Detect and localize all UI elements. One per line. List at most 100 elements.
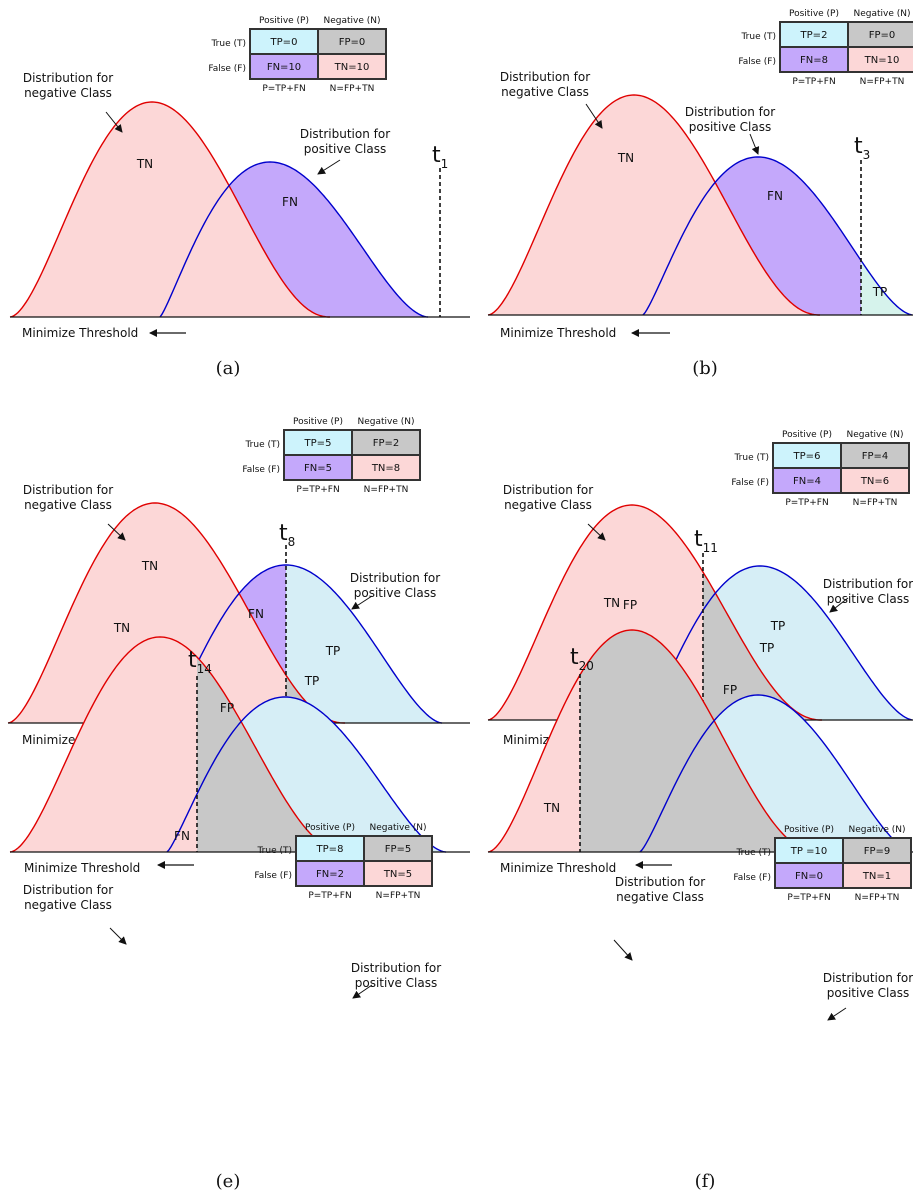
sum-positive: P=TP+FN bbox=[262, 84, 305, 94]
positive-distribution-label: Distribution for bbox=[823, 971, 913, 985]
row-header-true: True (T) bbox=[734, 453, 770, 463]
threshold-label: t14 bbox=[188, 648, 212, 676]
threshold-label: t11 bbox=[694, 527, 718, 555]
sum-positive: P=TP+FN bbox=[308, 891, 351, 901]
negative-distribution-arrow bbox=[107, 523, 126, 541]
positive-distribution-arrow bbox=[829, 597, 849, 613]
threshold-label: t3 bbox=[854, 134, 870, 162]
confusion-table: Positive (P) Negative (N) True (T) False (F… bbox=[254, 823, 433, 901]
fn-region bbox=[160, 162, 428, 317]
panel-caption: (f) bbox=[695, 1171, 716, 1192]
row-header-false: False (F) bbox=[731, 478, 769, 488]
column-header-negative: Negative (N) bbox=[853, 9, 910, 19]
column-header-negative: Negative (N) bbox=[357, 417, 414, 427]
tp-cell-value: TP =10 bbox=[790, 846, 827, 857]
negative-distribution-label-line2: negative Class bbox=[24, 86, 112, 100]
positive-distribution-label: Distribution for bbox=[350, 571, 440, 585]
tp-cell-value: TP=0 bbox=[270, 37, 298, 48]
positive-distribution-label-line2: positive Class bbox=[827, 986, 909, 1000]
positive-distribution-label-line2: positive Class bbox=[354, 586, 436, 600]
fp-cell-value: FP=0 bbox=[339, 37, 366, 48]
fn-cell-value: FN=8 bbox=[800, 55, 828, 66]
fp-cell-value: FP=5 bbox=[385, 844, 412, 855]
fn-cell-value: FN=5 bbox=[304, 463, 332, 474]
tn-label: TN bbox=[617, 151, 634, 165]
column-header-positive: Positive (P) bbox=[782, 430, 832, 440]
positive-distribution-arrow bbox=[351, 595, 373, 610]
negative-distribution-label-line2: negative Class bbox=[501, 85, 589, 99]
row-header-true: True (T) bbox=[736, 848, 772, 858]
column-header-negative: Negative (N) bbox=[323, 16, 380, 26]
fn-cell bbox=[295, 860, 365, 887]
positive-distribution-label: Distribution for bbox=[351, 961, 441, 975]
fn-region bbox=[165, 565, 286, 723]
negative-class-curve bbox=[487, 94, 820, 316]
fn-label: FN bbox=[767, 189, 783, 203]
sum-positive: P=TP+FN bbox=[296, 485, 339, 495]
fp-cell-value: FP=9 bbox=[864, 846, 891, 857]
tp-label: TP bbox=[304, 674, 320, 688]
minimize-threshold-label: Minimize Threshold bbox=[24, 861, 140, 875]
tn-region bbox=[8, 503, 286, 723]
fn-cell bbox=[283, 454, 353, 481]
fp-region bbox=[703, 572, 822, 720]
tp-cell-value: TP=2 bbox=[800, 30, 828, 41]
tn-cell bbox=[317, 53, 387, 80]
negative-class-curve bbox=[9, 636, 345, 853]
minimize-threshold-label: Minimize Threshold bbox=[500, 861, 616, 875]
tn-cell bbox=[351, 454, 421, 481]
positive-distribution-arrow bbox=[827, 1007, 847, 1021]
positive-distribution-arrow bbox=[749, 133, 760, 155]
fn-region bbox=[643, 157, 861, 315]
fn-cell-value: FN=10 bbox=[267, 62, 301, 73]
column-header-positive: Positive (P) bbox=[784, 825, 834, 835]
negative-distribution-label: Distribution for bbox=[500, 70, 590, 84]
negative-distribution-label-line2: negative Class bbox=[24, 898, 112, 912]
negative-distribution-label-line2: negative Class bbox=[504, 498, 592, 512]
minimize-threshold-label: Minimize Threshold bbox=[22, 326, 138, 340]
row-header-true: True (T) bbox=[257, 846, 293, 856]
tn-cell-value: TN=8 bbox=[371, 463, 400, 474]
negative-class-curve bbox=[487, 504, 822, 721]
column-header-positive: Positive (P) bbox=[789, 9, 839, 19]
tp-label: TP bbox=[325, 644, 341, 658]
negative-distribution-label: Distribution for bbox=[23, 883, 113, 897]
threshold-label: t8 bbox=[279, 521, 295, 549]
tn-cell-value: TN=6 bbox=[860, 476, 889, 487]
negative-distribution-arrow bbox=[105, 111, 123, 133]
column-header-negative: Negative (N) bbox=[369, 823, 426, 833]
tn-label: TN bbox=[603, 596, 620, 610]
row-header-false: False (F) bbox=[733, 873, 771, 883]
tn-cell-value: TN=1 bbox=[862, 871, 891, 882]
positive-class-curve bbox=[166, 696, 447, 853]
positive-class-curve bbox=[644, 565, 913, 721]
fp-label: FP bbox=[723, 683, 737, 697]
confusion-table: Positive (P) Negative (N) True (T) False (F… bbox=[242, 417, 421, 495]
negative-distribution-label: Distribution for bbox=[23, 483, 113, 497]
negative-class-curve bbox=[487, 629, 818, 853]
fp-cell bbox=[842, 837, 912, 864]
tn-label: TN bbox=[113, 621, 130, 635]
tn-cell bbox=[842, 862, 912, 889]
fp-cell-value: FP=4 bbox=[862, 451, 889, 462]
row-header-false: False (F) bbox=[208, 64, 246, 74]
tn-region bbox=[488, 674, 580, 852]
negative-class-curve bbox=[7, 502, 345, 724]
positive-distribution-label-line2: positive Class bbox=[827, 592, 909, 606]
negative-distribution-arrow bbox=[587, 523, 606, 541]
fn-cell-value: FN=4 bbox=[793, 476, 821, 487]
negative-distribution-label-line2: negative Class bbox=[24, 498, 112, 512]
fp-cell bbox=[840, 442, 910, 469]
tn-cell-value: TN=10 bbox=[334, 62, 370, 73]
positive-distribution-label: Distribution for bbox=[823, 577, 913, 591]
negative-distribution-arrow bbox=[585, 103, 603, 129]
tp-label: TP bbox=[770, 619, 786, 633]
tp-cell-value: TP=6 bbox=[793, 451, 821, 462]
positive-class-curve bbox=[642, 156, 913, 316]
